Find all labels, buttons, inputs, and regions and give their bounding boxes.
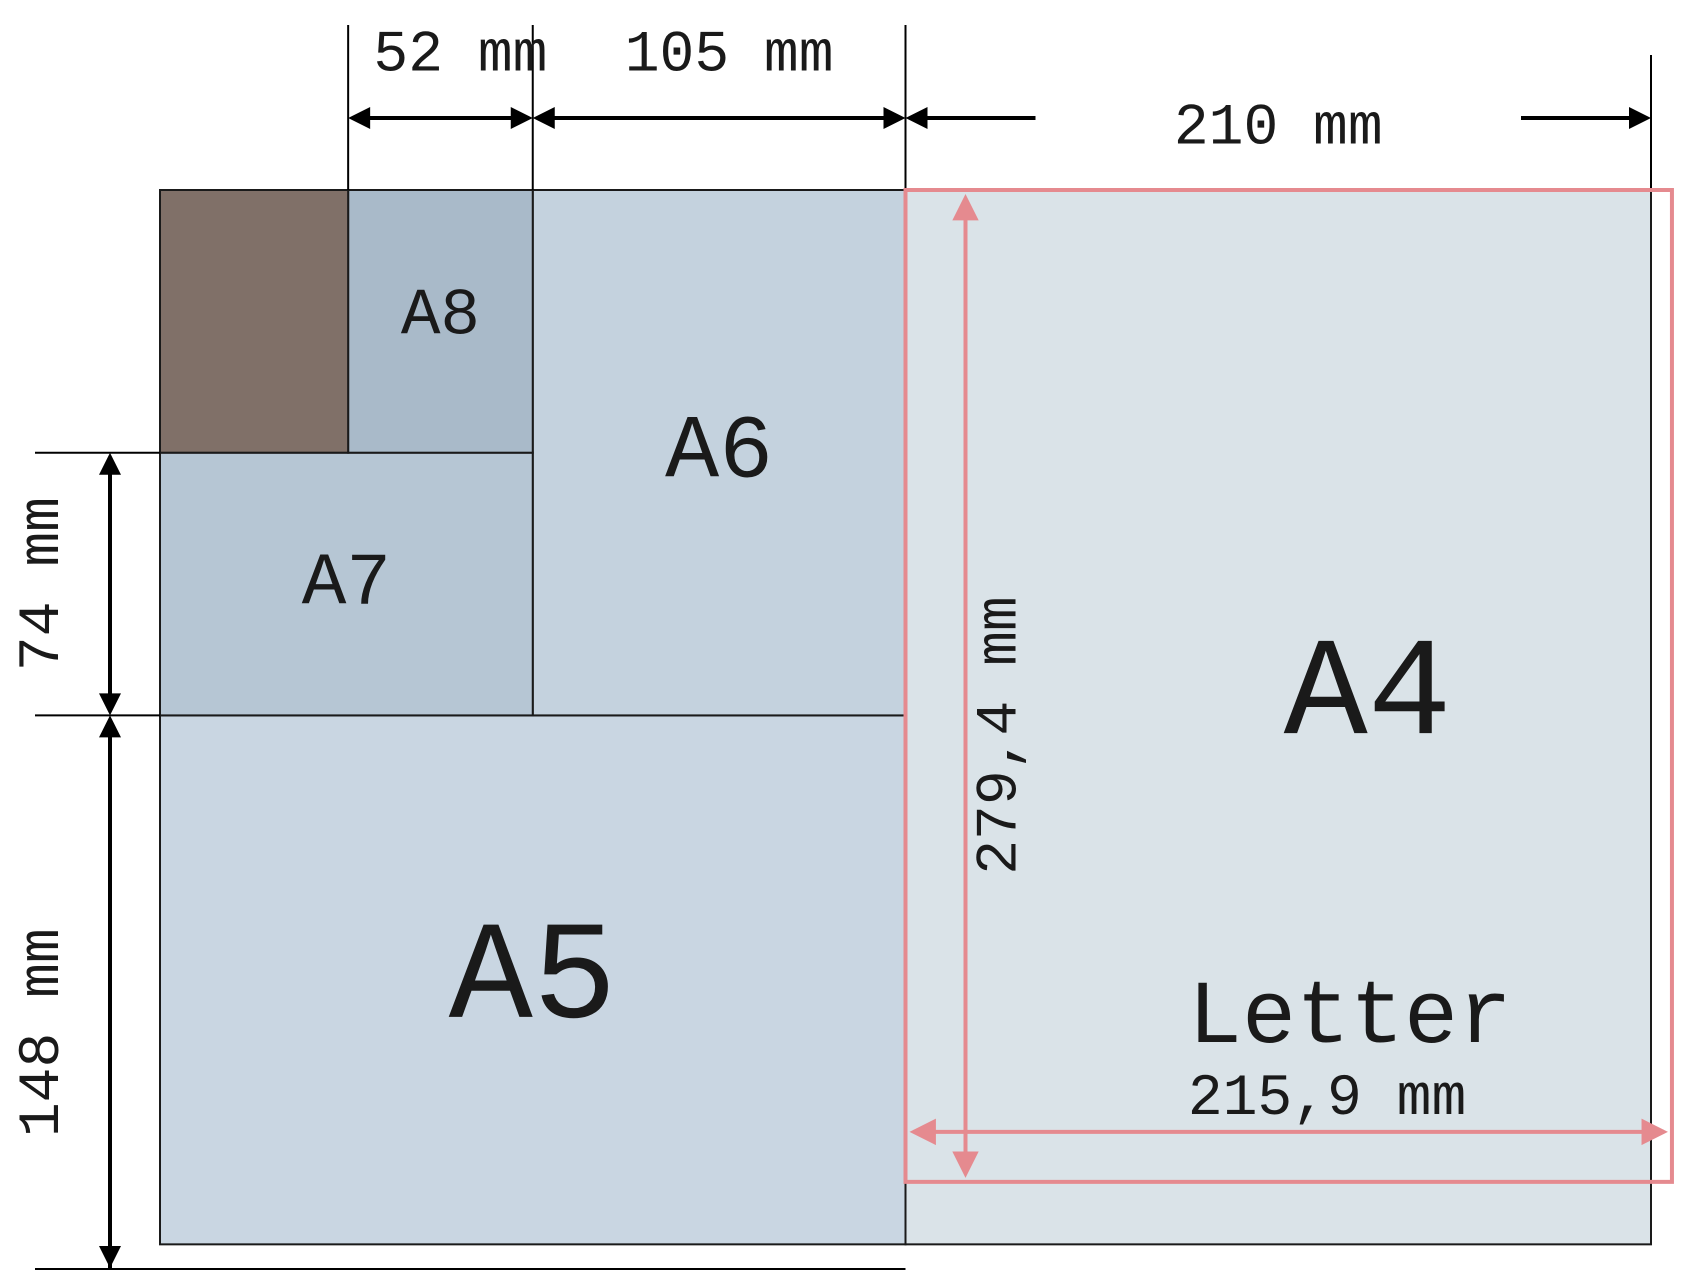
a4-text: A4	[1284, 617, 1452, 776]
arrowhead-icon	[1629, 107, 1651, 129]
small-rect	[160, 190, 348, 453]
a7-text: A7	[302, 543, 391, 627]
letter-h-text: 279,4 mm	[969, 596, 1034, 874]
letter-text: Letter	[1188, 968, 1512, 1070]
arrowhead-icon	[884, 107, 906, 129]
dim-148-text: 148 mm	[11, 928, 76, 1137]
arrowhead-icon	[99, 453, 121, 475]
arrowhead-icon	[1642, 1119, 1668, 1145]
arrowhead-icon	[99, 715, 121, 737]
arrowhead-icon	[511, 107, 533, 129]
dim-74-text: 74 mm	[11, 497, 76, 671]
arrowhead-icon	[99, 693, 121, 715]
arrowhead-icon	[348, 107, 370, 129]
a8-text: A8	[401, 279, 480, 354]
dim-52-text: 52 mm	[373, 23, 547, 88]
a5-text: A5	[449, 901, 617, 1060]
dim-105-text: 105 mm	[625, 23, 834, 88]
arrowhead-icon	[906, 107, 928, 129]
arrowhead-icon	[533, 107, 555, 129]
arrowhead-icon	[99, 1246, 121, 1268]
letter-w-text: 215,9 mm	[1188, 1067, 1466, 1132]
a6-text: A6	[665, 402, 773, 504]
dim-210-text: 210 mm	[1174, 96, 1383, 161]
